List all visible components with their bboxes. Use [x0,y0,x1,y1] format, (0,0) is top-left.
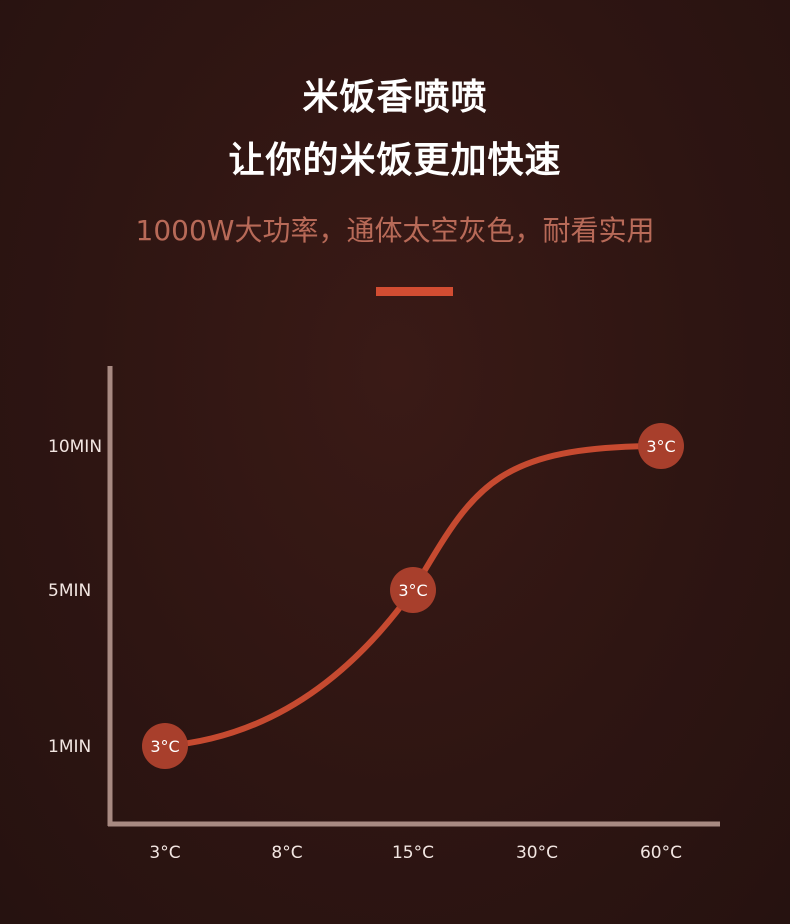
title-line-1: 米饭香喷喷 [302,77,488,118]
y-tick-label: 10MIN [48,437,102,457]
x-tick-label: 15°C [392,843,434,863]
title-line-2: 让你的米饭更加快速 [228,140,562,181]
y-tick-label: 1MIN [48,737,91,757]
data-point-label: 3°C [150,737,179,756]
x-tick-label: 60°C [640,843,682,863]
x-tick-label: 8°C [271,843,302,863]
data-point-label: 3°C [646,437,675,456]
subtitle: 1000W大功率，通体太空灰色，耐看实用 [135,214,655,247]
x-tick-label: 3°C [149,843,180,863]
data-point-label: 3°C [398,581,427,600]
data-point [638,423,684,469]
x-tick-label: 30°C [516,843,558,863]
y-tick-label: 5MIN [48,581,91,601]
data-point [390,567,436,613]
data-point [142,723,188,769]
accent-bar [376,287,453,296]
